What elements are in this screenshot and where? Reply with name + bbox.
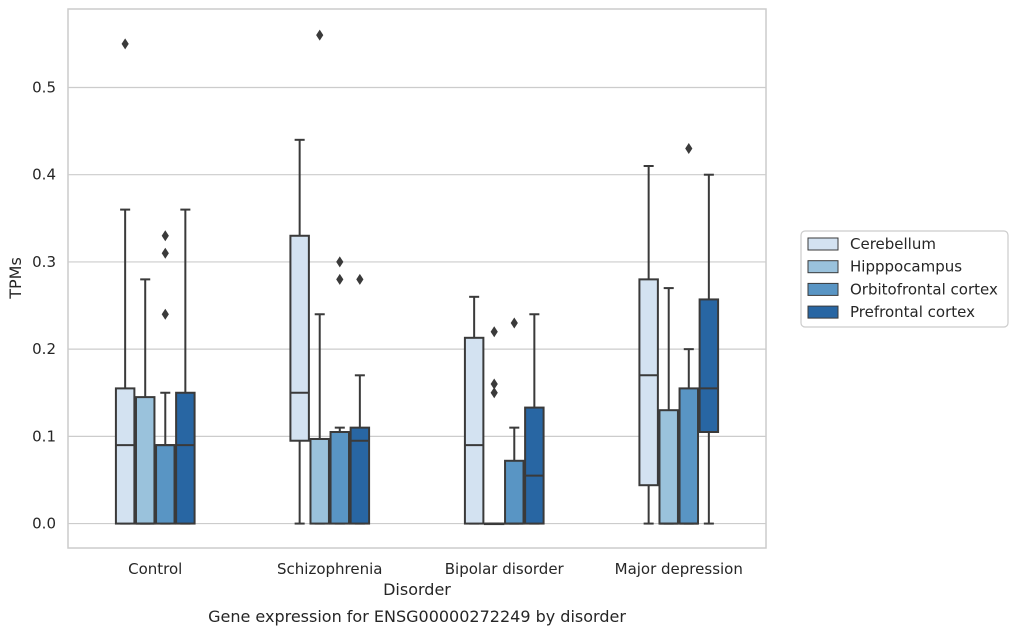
legend-item: Orbitofrontal cortex <box>807 280 998 298</box>
box-body <box>504 459 525 525</box>
box <box>483 326 505 526</box>
box <box>175 208 196 525</box>
y-axis-ticks: 0.0 0.1 0.2 0.3 0.4 0.5 <box>32 78 56 532</box>
plot-frame <box>67 8 767 549</box>
box-body <box>678 387 700 525</box>
y-tick-label: 0.3 <box>32 253 56 271</box>
outlier-point <box>685 143 693 155</box>
series-group <box>134 29 679 526</box>
box-body <box>155 444 176 525</box>
box-body <box>114 387 136 525</box>
legend-frame <box>800 230 1009 328</box>
outlier-point <box>356 273 364 285</box>
y-tick-label: 0.4 <box>32 166 56 184</box>
x-tick-label: Bipolar disorder <box>445 560 565 578</box>
box <box>349 273 371 525</box>
x-axis-ticks: Control Schizophrenia Bipolar disorder Majo… <box>128 560 743 578</box>
legend-label: Hipppocampus <box>850 258 962 276</box>
box-body <box>463 336 485 525</box>
box-body <box>658 409 679 525</box>
x-tick-label: Control <box>128 560 182 578</box>
outlier-point <box>161 230 169 242</box>
box-body <box>638 278 659 487</box>
box <box>289 138 310 525</box>
box-plot-series <box>114 29 720 526</box>
box <box>678 143 700 525</box>
y-tick-label: 0.1 <box>32 427 56 445</box>
outlier-point <box>490 387 498 399</box>
series-group <box>114 38 659 525</box>
y-tick-label: 0.5 <box>32 78 56 96</box>
y-tick-label: 0.0 <box>32 515 56 533</box>
legend: Cerebellum Hipppocampus Orbitofrontal cort… <box>800 230 1009 328</box>
legend-swatch <box>807 237 839 251</box>
box-body <box>289 234 310 442</box>
legend-swatch <box>807 260 839 274</box>
box <box>114 38 136 525</box>
outlier-point <box>490 326 498 338</box>
legend-item: Cerebellum <box>807 235 936 253</box>
legend-label: Orbitofrontal cortex <box>850 280 998 298</box>
box <box>463 295 485 525</box>
box-body <box>524 406 545 525</box>
box <box>155 230 176 525</box>
box <box>504 317 525 525</box>
x-axis-label: Disorder <box>383 580 451 599</box>
box-body <box>329 431 351 525</box>
legend-label: Cerebellum <box>850 235 936 253</box>
chart-caption: Gene expression for ENSG00000272249 by d… <box>208 607 626 626</box>
legend-label: Prefrontal cortex <box>850 303 975 321</box>
outlier-point <box>161 308 169 320</box>
box <box>329 256 351 525</box>
box <box>638 164 659 525</box>
series-group <box>175 173 720 525</box>
y-axis-label: TPMs <box>6 257 25 300</box>
outlier-point <box>510 317 518 329</box>
box-body <box>134 396 156 525</box>
outlier-point <box>490 378 498 390</box>
box <box>524 313 545 525</box>
outlier-point <box>161 247 169 259</box>
box <box>309 29 330 525</box>
legend-swatch <box>807 305 839 319</box>
x-tick-label: Major depression <box>615 560 743 578</box>
outlier-point <box>121 38 129 50</box>
series-group <box>155 143 700 525</box>
outlier-point <box>336 256 344 268</box>
y-tick-label: 0.2 <box>32 340 56 358</box>
box <box>658 287 679 525</box>
box-body <box>698 298 720 434</box>
box <box>698 173 720 525</box>
box <box>134 278 156 525</box>
box-body <box>349 426 371 525</box>
legend-item: Hipppocampus <box>807 258 962 276</box>
box-body <box>309 437 330 525</box>
outlier-point <box>336 273 344 285</box>
legend-swatch <box>807 282 839 296</box>
box-body <box>175 391 196 525</box>
legend-item: Prefrontal cortex <box>807 303 975 321</box>
outlier-point <box>316 29 324 41</box>
x-tick-label: Schizophrenia <box>277 560 382 578</box>
